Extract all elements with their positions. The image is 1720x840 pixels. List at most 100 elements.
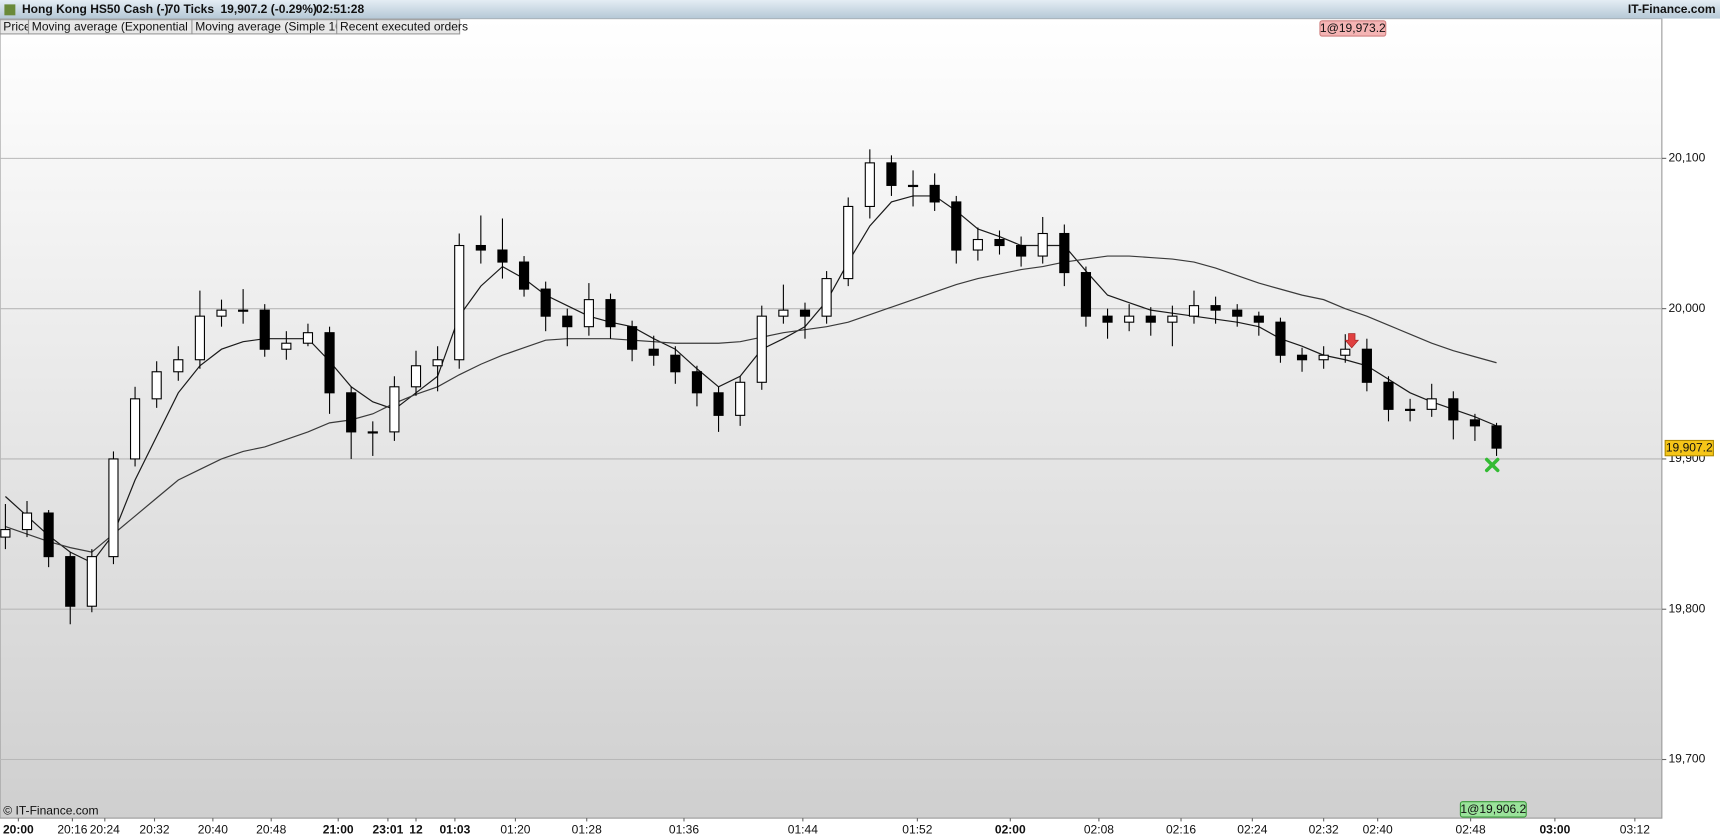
candle-body <box>713 392 724 416</box>
header-bar <box>0 0 1720 19</box>
y-tick-label: 20,100 <box>1668 151 1705 165</box>
candle-body <box>1296 354 1308 361</box>
y-tick-label: 19,700 <box>1668 752 1705 766</box>
candle-body <box>324 332 335 394</box>
candle-body <box>778 309 789 317</box>
candle-body <box>65 556 76 607</box>
candle-body <box>518 261 530 290</box>
candle-body <box>540 288 551 317</box>
candle-body <box>756 315 767 383</box>
plot-area <box>0 18 1663 819</box>
candle-body <box>1102 315 1113 323</box>
candle-body <box>562 315 573 328</box>
candle-body <box>1405 408 1416 411</box>
candle-body <box>259 309 270 350</box>
candle-body <box>1124 315 1135 323</box>
candle-body <box>43 512 54 558</box>
legend-series[interactable]: Moving average (Exponential 20) <box>32 20 209 34</box>
x-tick-label: 02:08 <box>1084 822 1114 836</box>
sell-order-arrow <box>1344 333 1360 349</box>
candle-body <box>799 309 811 317</box>
candle-body <box>1426 398 1437 410</box>
x-tick-label: 20:48 <box>256 822 286 836</box>
candle-body <box>648 348 659 356</box>
candle-body <box>389 386 400 433</box>
x-tick-label: 01:03 <box>439 822 470 836</box>
buy-order-cross <box>1484 457 1500 473</box>
legend-series[interactable]: Moving average (Simple 100) <box>195 20 352 34</box>
candle-body <box>302 332 314 344</box>
candle-body <box>994 238 1005 247</box>
candle-body <box>821 278 832 317</box>
order-label-box <box>1319 20 1387 37</box>
moving-average-line <box>5 195 1497 564</box>
candle-body <box>1232 309 1243 317</box>
candle-body <box>1037 232 1048 257</box>
x-tick-label: 02:40 <box>1363 822 1393 836</box>
x-tick-label: 02:32 <box>1309 822 1339 836</box>
x-tick-label: 20:32 <box>139 822 169 836</box>
candle-body <box>1145 315 1156 323</box>
candle-body <box>670 354 681 373</box>
candle-body <box>1210 305 1221 311</box>
y-tick-label: 20,000 <box>1668 301 1705 315</box>
marks-layer <box>0 149 1502 625</box>
candle-body <box>1361 348 1372 383</box>
candle-body <box>735 381 746 416</box>
candle-body <box>1253 315 1264 323</box>
candle-body <box>475 244 486 251</box>
x-tick-label: 02:00 <box>995 822 1026 836</box>
candle-body <box>497 249 508 263</box>
candle-body <box>0 529 11 538</box>
quote: 19,907.2 (-0.29%) <box>220 2 316 16</box>
x-tick-label: 03:12 <box>1620 822 1650 836</box>
candle-body <box>108 458 119 558</box>
candle-body <box>1469 419 1481 427</box>
candle-body <box>691 371 703 394</box>
candle-body <box>886 162 897 186</box>
moving-average-line <box>5 255 1497 553</box>
timeframe: 70 Ticks <box>167 2 215 16</box>
order-label-box <box>1459 801 1527 818</box>
candle-body <box>346 392 357 433</box>
candle-body <box>972 238 983 251</box>
candle-body <box>583 299 594 328</box>
candle-body <box>367 431 378 434</box>
candle-body <box>929 184 940 203</box>
candle-body <box>864 162 875 208</box>
candle-body <box>1167 315 1178 323</box>
candle-body <box>454 244 465 361</box>
instrument-title: Hong Kong HS50 Cash (-) <box>22 2 169 16</box>
x-tick-label: 03:00 <box>1539 822 1570 836</box>
candle-body <box>843 205 854 280</box>
candle-body <box>951 201 962 251</box>
x-tick-label: 01:36 <box>669 822 699 836</box>
legend-orders[interactable]: Recent executed orders <box>340 20 468 34</box>
candle-body <box>194 315 205 361</box>
candle-body <box>1059 232 1070 274</box>
candle-body <box>432 359 443 367</box>
candle-body <box>238 309 249 312</box>
x-tick-label: 01:44 <box>788 822 818 836</box>
candle-body <box>1275 321 1286 356</box>
overlay-layer: 1@19,973.2 1@19,906.2 19,907.2 <box>1319 20 1714 818</box>
candle-body <box>21 512 33 531</box>
logo-icon <box>4 4 16 16</box>
candle-body <box>1340 348 1351 356</box>
candle-body <box>410 365 422 388</box>
last-price-box <box>1664 439 1714 457</box>
legend-box[interactable] <box>336 19 461 35</box>
clock: 02:51:28 <box>316 2 365 16</box>
candle-body <box>281 342 292 350</box>
candle-body <box>1448 398 1459 421</box>
x-tick-label: 01:52 <box>902 822 932 836</box>
legend-price[interactable]: Price <box>3 20 31 34</box>
footer-copyright: © IT-Finance.com <box>3 804 98 818</box>
candle-body <box>627 326 638 350</box>
brand: IT-Finance.com <box>1628 2 1716 16</box>
x-tick-label: 01:28 <box>572 822 602 836</box>
candle-body <box>1188 305 1200 317</box>
candle-body <box>907 184 919 188</box>
